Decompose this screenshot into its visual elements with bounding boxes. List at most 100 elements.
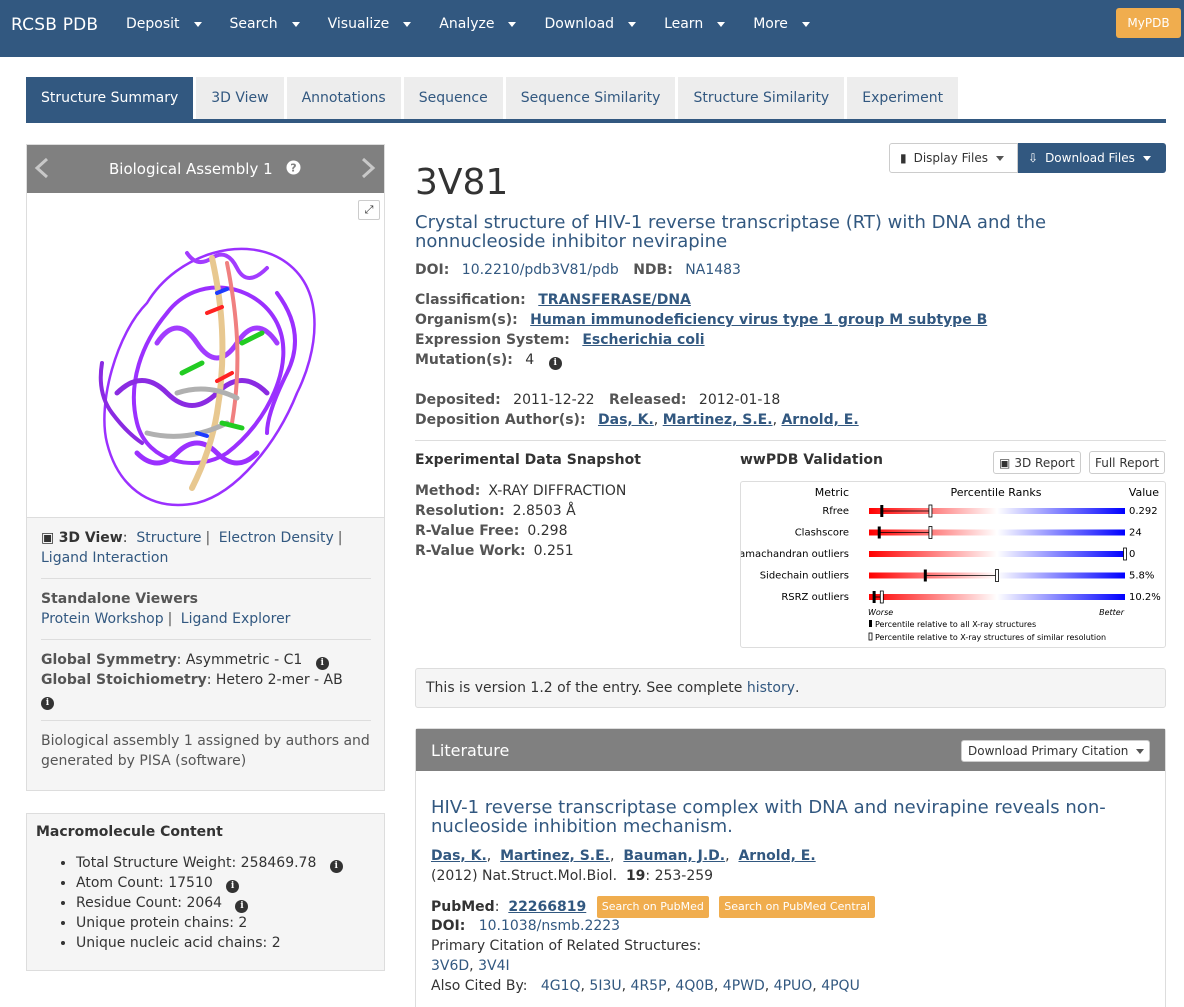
rwork-label: R-Value Work:: [415, 543, 526, 559]
cited-structure-link[interactable]: 4PQU: [821, 978, 860, 994]
expand-button[interactable]: ⤢: [358, 200, 380, 220]
nav-download[interactable]: Download: [530, 16, 650, 32]
related-structure-link[interactable]: 3V4I: [478, 958, 510, 974]
link-ligand-interaction[interactable]: Ligand Interaction: [41, 550, 169, 566]
protein-chains: Unique protein chains: 2: [76, 915, 248, 931]
cited-structure-link[interactable]: 5I3U: [589, 978, 622, 994]
doi-link[interactable]: 10.2210/pdb3V81/pdb: [461, 262, 619, 278]
nav-deposit[interactable]: Deposit: [112, 16, 216, 32]
legend-all: Percentile relative to all X-ray structu…: [875, 620, 1036, 629]
global-stoichiometry-label: Global Stoichiometry: [41, 672, 207, 688]
citation-doi-link[interactable]: 10.1038/nsmb.2223: [478, 918, 621, 934]
search-pmc-button[interactable]: Search on PubMed Central: [719, 896, 875, 918]
literature-heading: Literature: [431, 741, 510, 760]
classification-link[interactable]: TRANSFERASE/DNA: [538, 292, 691, 308]
view3d-label: 3D View: [58, 530, 123, 546]
percentile-similar-marker: [995, 569, 999, 582]
header-value: Value: [1129, 486, 1159, 499]
cited-structure-link[interactable]: 4R5P: [630, 978, 667, 994]
3d-report-button[interactable]: ▣ 3D Report: [993, 451, 1081, 474]
protein-ribbon-image: [98, 247, 316, 507]
nav-label: More: [753, 16, 788, 32]
tab-annotations[interactable]: Annotations: [286, 77, 401, 119]
tab-structure-similarity[interactable]: Structure Similarity: [678, 77, 845, 119]
info-icon[interactable]: i: [315, 656, 329, 670]
download-primary-citation-button[interactable]: Download Primary Citation: [961, 740, 1150, 762]
rfree-label: R-Value Free:: [415, 523, 520, 539]
author-link[interactable]: Das, K.: [598, 412, 654, 428]
assembly-carousel-header: Biological Assembly 1 ?: [27, 145, 384, 193]
tab-3d-view[interactable]: 3D View: [196, 77, 284, 119]
cited-structure-link[interactable]: 4G1Q: [540, 978, 581, 994]
metric-label: RSRZ outliers: [781, 592, 849, 603]
ndb-label: NDB:: [633, 262, 673, 278]
version-notice: This is version 1.2 of the entry. See co…: [415, 668, 1166, 708]
display-files-button[interactable]: ▮ Display Files: [889, 143, 1018, 173]
journal-pages: : 253-259: [645, 868, 714, 884]
divider: [415, 440, 1166, 441]
doi-label: DOI:: [415, 262, 450, 278]
mutation-row: Mutation(s): 4 i: [415, 350, 562, 370]
nav-learn[interactable]: Learn: [650, 16, 739, 32]
nav-menu: Deposit Search Visualize Analyze Downloa…: [112, 16, 824, 32]
cited-structure-link[interactable]: 4Q0B: [675, 978, 714, 994]
history-link[interactable]: history: [746, 680, 795, 696]
tab-sequence[interactable]: Sequence: [403, 77, 503, 119]
full-report-button[interactable]: Full Report: [1089, 451, 1166, 474]
link-electron-density[interactable]: Electron Density: [218, 530, 334, 546]
global-symmetry-label: Global Symmetry: [41, 652, 177, 668]
download-files-button[interactable]: ⇩ Download Files: [1018, 143, 1166, 173]
deposited-value: 2011-12-22: [513, 392, 595, 408]
expression-label: Expression System:: [415, 332, 570, 348]
ndb-link[interactable]: NA1483: [685, 262, 741, 278]
info-icon[interactable]: i: [329, 859, 343, 873]
cited-structure-link[interactable]: 4PWD: [722, 978, 765, 994]
standalone-section: Standalone Viewers Protein Workshop | Lig…: [41, 589, 371, 629]
related-label: Primary Citation of Related Structures:: [431, 938, 702, 954]
chevron-left-icon[interactable]: [33, 157, 51, 179]
tab-experiment[interactable]: Experiment: [847, 77, 959, 119]
author-link[interactable]: Martinez, S.E.: [500, 848, 610, 864]
nav-visualize[interactable]: Visualize: [314, 16, 426, 32]
author-link[interactable]: Martinez, S.E.: [662, 412, 773, 428]
classification-label: Classification:: [415, 292, 526, 308]
mypdb-button[interactable]: MyPDB: [1116, 8, 1181, 38]
global-symmetry-value: : Asymmetric - C1: [176, 652, 303, 668]
search-pubmed-button[interactable]: Search on PubMed: [596, 896, 709, 918]
author-link[interactable]: Das, K.: [431, 848, 487, 864]
nav-search[interactable]: Search: [216, 16, 314, 32]
chevron-right-icon[interactable]: [359, 157, 377, 179]
author-link[interactable]: Arnold, E.: [781, 412, 859, 428]
info-icon[interactable]: i: [548, 356, 562, 370]
author-link[interactable]: Bauman, J.D.: [623, 848, 726, 864]
nav-label: Analyze: [439, 16, 495, 32]
link-structure[interactable]: Structure: [136, 530, 202, 546]
list-item: Total Structure Weight: 258469.78 i: [76, 853, 343, 873]
tab-sequence-similarity[interactable]: Sequence Similarity: [505, 77, 676, 119]
tab-underline: [26, 119, 1166, 123]
resolution-label: Resolution:: [415, 503, 505, 519]
expression-link[interactable]: Escherichia coli: [582, 332, 705, 348]
related-structure-link[interactable]: 3V6D: [431, 958, 470, 974]
organism-link[interactable]: Human immunodeficiency virus type 1 grou…: [530, 312, 988, 328]
citation-journal: (2012) Nat.Struct.Mol.Biol. 19: 253-259: [431, 866, 713, 886]
validation-slider-graphic[interactable]: Metric Percentile Ranks Value Rfree 0.292…: [732, 481, 1166, 648]
molecule-image[interactable]: ⤢: [27, 193, 384, 518]
assembly-panel: Biological Assembly 1 ? ⤢: [26, 144, 385, 791]
info-icon[interactable]: i: [235, 899, 249, 913]
question-circle-icon[interactable]: ?: [286, 160, 301, 175]
info-icon[interactable]: i: [226, 879, 240, 893]
author-link[interactable]: Arnold, E.: [738, 848, 816, 864]
nav-more[interactable]: More: [739, 16, 824, 32]
tab-structure-summary[interactable]: Structure Summary: [26, 77, 194, 119]
link-protein-workshop[interactable]: Protein Workshop: [41, 611, 164, 627]
link-ligand-explorer[interactable]: Ligand Explorer: [180, 611, 291, 627]
mutation-value: 4: [525, 352, 535, 368]
nucleic-acid-chains: Unique nucleic acid chains: 2: [76, 935, 281, 951]
pubmed-link[interactable]: 22266819: [508, 899, 587, 915]
brand-logo[interactable]: RCSB PDB: [11, 15, 99, 35]
caret-down-icon: [628, 21, 637, 27]
nav-analyze[interactable]: Analyze: [425, 16, 530, 32]
info-icon[interactable]: i: [41, 696, 54, 710]
cited-structure-link[interactable]: 4PUO: [773, 978, 813, 994]
